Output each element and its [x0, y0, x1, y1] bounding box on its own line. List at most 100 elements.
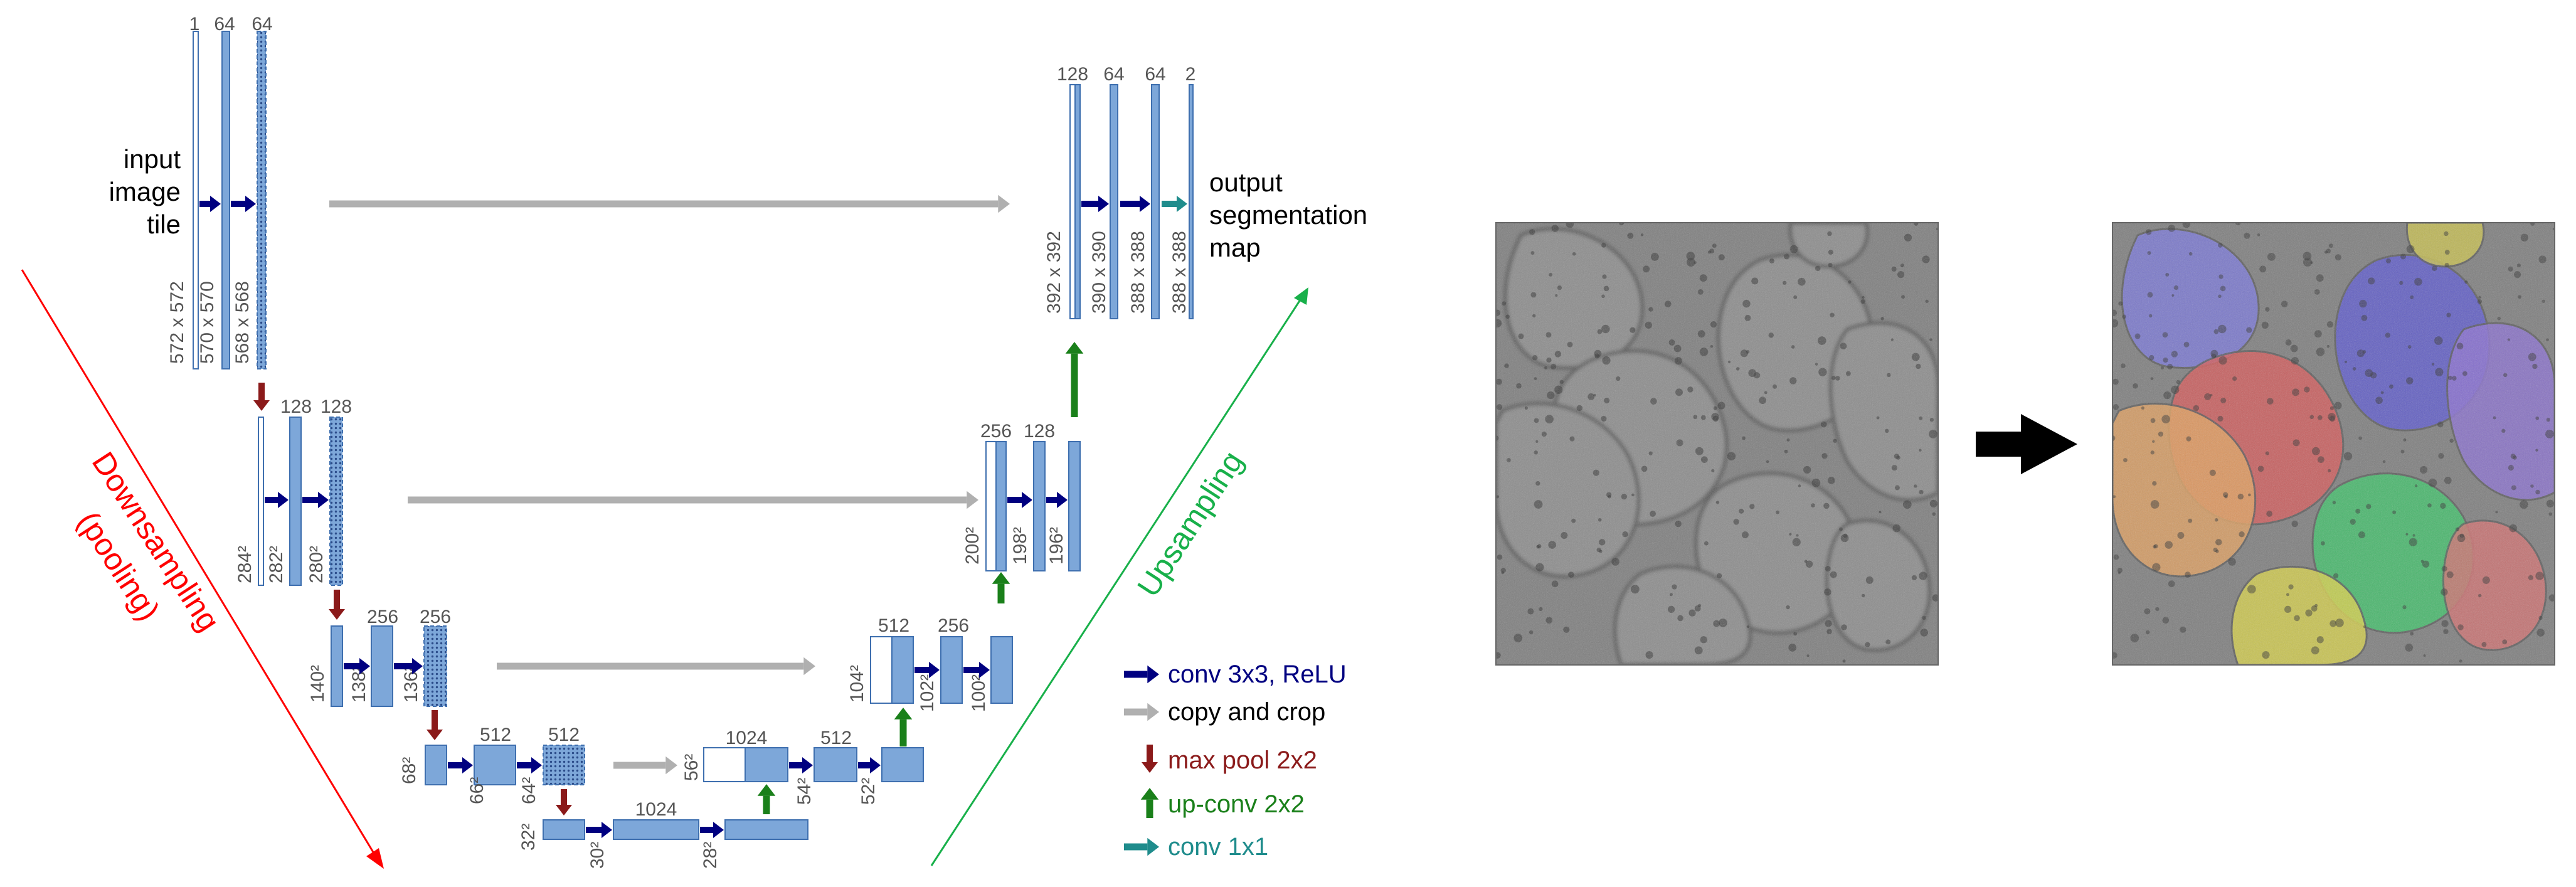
spatial-size-label: 200²: [962, 527, 983, 565]
feature-map-e1a: [193, 31, 199, 369]
feature-map-b1: [543, 819, 585, 840]
conv-arrow-head: [1022, 492, 1032, 508]
copy-crop-arrow-head: [665, 756, 677, 775]
conv-arrow-head: [979, 662, 990, 678]
conv-arrow: [394, 663, 412, 669]
conv-arrow-head: [531, 757, 542, 773]
output-image-frame: [2112, 222, 2555, 666]
conv-arrow-head: [802, 757, 813, 773]
spatial-size-label: 388 x 388: [1169, 231, 1190, 314]
channel-count-label: 64: [214, 14, 235, 35]
copy-crop-arrow-head: [967, 491, 978, 509]
conv-arrow: [199, 201, 210, 207]
downsampling-direction-arrow: [21, 269, 379, 860]
conv-arrow: [231, 201, 245, 207]
feature-map-d2c: [1033, 441, 1046, 571]
feature-map-d2a: [985, 441, 997, 571]
copy-crop-arrow: [497, 662, 804, 670]
segmented-cells-image: [2112, 223, 2555, 665]
conv-arrow: [963, 667, 979, 673]
legend-conv-icon-head: [1147, 665, 1159, 684]
copy-crop-arrow: [613, 762, 666, 769]
feature-map-e3a: [331, 625, 343, 707]
legend-label: up-conv 2x2: [1168, 790, 1305, 818]
spatial-size-label: 388 x 388: [1128, 231, 1148, 314]
conv-arrow: [265, 497, 278, 503]
spatial-size-label: 280²: [306, 546, 327, 583]
feature-map-d3c: [940, 636, 963, 704]
feature-map-e3b: [371, 625, 393, 707]
channel-count-label: 256: [980, 421, 1012, 442]
max-pool-arrow: [432, 710, 438, 730]
spatial-size-label: 56²: [681, 754, 702, 781]
conv-arrow-head: [1140, 196, 1150, 212]
conv-arrow: [344, 663, 359, 669]
channel-count-label: 256: [938, 615, 969, 636]
spatial-size-label: 284²: [235, 546, 255, 583]
spatial-size-label: 32²: [518, 824, 539, 851]
conv-arrow: [1007, 497, 1022, 503]
feature-map-e1b: [221, 31, 230, 369]
spatial-size-label: 54²: [794, 778, 815, 805]
right-arrow-icon: [1976, 414, 2077, 474]
feature-map-d3a: [870, 636, 893, 704]
channel-count-label: 64: [1145, 64, 1165, 85]
input-image-frame: [1495, 222, 1939, 666]
conv-arrow: [1081, 201, 1098, 207]
conv-arrow-head: [602, 822, 612, 838]
channel-count-label: 128: [321, 396, 352, 417]
conv-arrow: [1046, 497, 1057, 503]
spatial-size-label: 136²: [401, 665, 421, 703]
channel-count-label: 512: [878, 615, 909, 636]
spatial-size-label: 100²: [968, 674, 989, 712]
conv-arrow-head: [278, 492, 289, 508]
max-pool-arrow: [258, 383, 265, 400]
spatial-size-label: 64²: [519, 777, 539, 804]
channel-count-label: 64: [252, 14, 272, 35]
cell-microscopy-image: [1496, 223, 1938, 665]
spatial-size-label: 68²: [399, 757, 420, 784]
input-label: input: [124, 144, 181, 174]
up-conv-arrow-head: [992, 572, 1010, 584]
spatial-size-label: 282²: [266, 546, 287, 583]
conv-arrow: [586, 827, 602, 833]
legend-label: conv 3x3, ReLU: [1168, 661, 1347, 688]
feature-map-out: [1189, 84, 1194, 319]
conv-arrow: [448, 762, 462, 768]
conv-arrow-head: [210, 196, 221, 212]
channel-count-label: 256: [420, 607, 451, 627]
feature-map-d1a: [1069, 84, 1076, 319]
spatial-size-label: 572 x 572: [167, 281, 188, 364]
conv-arrow-head: [870, 757, 881, 773]
channel-count-label: 128: [1024, 421, 1055, 442]
conv-arrow: [914, 667, 929, 673]
channel-count-label: 64: [1103, 64, 1124, 85]
conv-arrow: [700, 827, 713, 833]
channel-count-label: 512: [820, 728, 852, 748]
up-conv-arrow-head: [1065, 342, 1084, 354]
legend-up-conv-icon-head: [1140, 788, 1159, 800]
conv-arrow-head: [359, 658, 370, 674]
output-label: output: [1209, 167, 1283, 197]
input-label: image: [109, 177, 181, 206]
up-conv-arrow-head: [894, 708, 913, 720]
feature-map-d4b: [745, 747, 788, 782]
legend-label: max pool 2x2: [1168, 746, 1317, 774]
max-pool-arrow: [334, 590, 340, 609]
feature-map-e4b: [474, 745, 516, 785]
spatial-size-label: 102²: [917, 674, 938, 712]
upsampling-arrowhead: [1294, 287, 1308, 305]
feature-map-e2b: [289, 417, 302, 586]
spatial-size-label: 570 x 570: [197, 281, 218, 364]
feature-map-d3d: [990, 636, 1013, 704]
up-conv-arrow: [899, 719, 907, 746]
legend-conv1x1-icon: [1124, 843, 1148, 851]
downsampling-arrowhead: [366, 848, 384, 869]
legend-up-conv-icon: [1146, 799, 1153, 818]
feature-map-d2d: [1068, 441, 1081, 571]
conv-arrow-head: [462, 757, 473, 773]
max-pool-arrow-head: [253, 400, 270, 411]
channel-count-label: 1024: [726, 728, 768, 748]
spatial-size-label: 198²: [1010, 527, 1031, 565]
